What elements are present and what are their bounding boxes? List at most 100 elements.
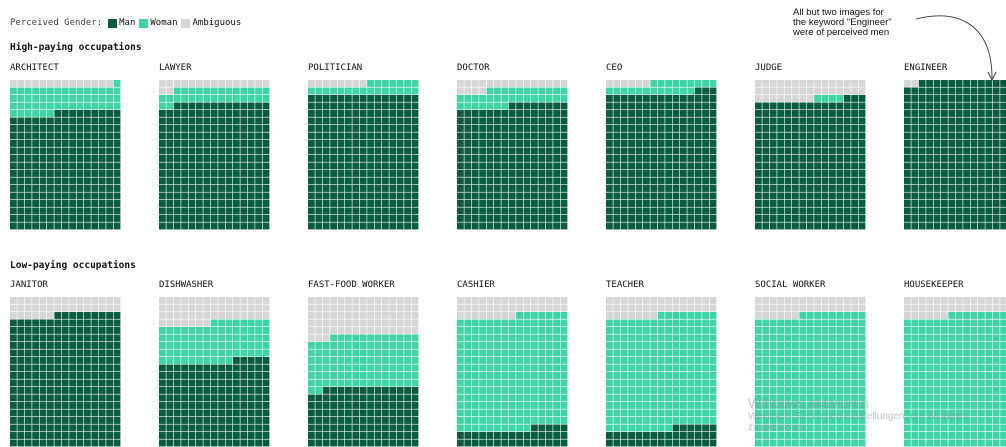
- waffle-cell-woman: [203, 334, 211, 342]
- waffle-cell-woman: [620, 87, 628, 95]
- waffle-cell-man: [471, 110, 479, 117]
- waffle-cell-ambiguous: [308, 319, 315, 327]
- waffle-cell-woman: [76, 95, 84, 102]
- waffle-cell-man: [955, 87, 963, 95]
- waffle-cell-woman: [851, 327, 858, 334]
- waffle-cell-woman: [471, 387, 479, 394]
- waffle-cell-ambiguous: [904, 80, 911, 87]
- waffle-cell-man: [17, 357, 25, 364]
- waffle-cell-woman: [992, 439, 1000, 447]
- waffle-cell-ambiguous: [955, 304, 963, 312]
- waffle-cell-ambiguous: [389, 297, 397, 304]
- waffle-cell-woman: [799, 364, 807, 372]
- waffle-cell-man: [24, 379, 32, 387]
- waffle-cell-man: [69, 177, 76, 185]
- waffle-cell-man: [628, 207, 635, 215]
- waffle-cell-man: [471, 200, 479, 207]
- waffle-cell-man: [814, 222, 821, 230]
- waffle-cell-man: [657, 177, 665, 185]
- waffle-cell-woman: [553, 342, 560, 349]
- waffle-cell-man: [98, 387, 106, 394]
- waffle-cell-ambiguous: [926, 304, 933, 312]
- waffle-cell-man: [54, 432, 62, 439]
- waffle-cell-man: [382, 170, 389, 177]
- waffle-cell-woman: [308, 87, 315, 95]
- waffle-cell-man: [933, 132, 941, 140]
- waffle-cell-woman: [166, 349, 174, 357]
- waffle-cell-woman: [545, 357, 553, 364]
- waffle-cell-woman: [657, 349, 665, 357]
- waffle-cell-man: [501, 132, 509, 140]
- waffle-cell-man: [359, 155, 367, 162]
- waffle-cell-man: [560, 192, 568, 200]
- waffle-cell-woman: [159, 334, 166, 342]
- waffle-cell-man: [106, 349, 113, 357]
- waffle-cell-man: [606, 132, 613, 140]
- waffle-cell-woman: [643, 402, 650, 409]
- waffle-cell-man: [523, 132, 531, 140]
- waffle-cell-woman: [792, 349, 799, 357]
- waffle-cell-man: [61, 215, 69, 222]
- waffle-cell-ambiguous: [941, 312, 948, 319]
- waffle-cell-man: [843, 170, 851, 177]
- waffle-cell-man: [159, 177, 166, 185]
- waffle-cell-man: [47, 185, 54, 192]
- waffle-cell-woman: [47, 95, 54, 102]
- waffle-cell-man: [531, 110, 538, 117]
- waffle-cell-man: [337, 432, 345, 439]
- waffle-cell-man: [166, 439, 174, 447]
- waffle-cell-woman: [322, 342, 330, 349]
- waffle-cell-man: [814, 117, 821, 125]
- waffle-cell-man: [247, 140, 255, 147]
- waffle-cell-ambiguous: [61, 80, 69, 87]
- waffle-cell-woman: [858, 327, 866, 334]
- waffle-cell-man: [911, 140, 919, 147]
- waffle-cell-man: [374, 170, 382, 177]
- waffle-cell-ambiguous: [851, 80, 858, 87]
- waffle-cell-woman: [523, 387, 531, 394]
- waffle-cell-man: [84, 155, 91, 162]
- waffle-cell-woman: [777, 379, 784, 387]
- waffle-cell-woman: [985, 402, 993, 409]
- waffle-cell-man: [24, 140, 32, 147]
- waffle-cell-man: [39, 379, 47, 387]
- waffle-cell-woman: [352, 357, 360, 364]
- waffle-cell-woman: [948, 327, 956, 334]
- waffle-cell-woman: [933, 357, 941, 364]
- waffle-cell-woman: [76, 102, 84, 110]
- legend-swatch-ambiguous: [181, 18, 191, 28]
- waffle-cell-man: [806, 215, 814, 222]
- waffle-cell-woman: [694, 379, 702, 387]
- waffle-cell-man: [702, 125, 709, 132]
- waffle-cell-man: [799, 207, 807, 215]
- waffle-cell-man: [159, 162, 166, 170]
- waffle-cell-man: [225, 185, 233, 192]
- waffle-cell-man: [806, 207, 814, 215]
- waffle-cell-man: [851, 170, 858, 177]
- waffle-cell-man: [978, 87, 985, 95]
- waffle-cell-woman: [247, 342, 255, 349]
- waffle-cell-man: [501, 117, 509, 125]
- waffle-cell-man: [225, 439, 233, 447]
- waffle-cell-man: [814, 200, 821, 207]
- waffle-cell-woman: [948, 432, 956, 439]
- waffle-cell-man: [560, 155, 568, 162]
- waffle-cell-man: [76, 402, 84, 409]
- waffle-cell-woman: [755, 402, 762, 409]
- waffle-cell-man: [643, 110, 650, 117]
- waffle-cell-woman: [225, 357, 233, 364]
- waffle-cell-woman: [471, 379, 479, 387]
- waffle-cell-man: [792, 200, 799, 207]
- waffle-cell-ambiguous: [24, 304, 32, 312]
- waffle-cell-man: [61, 432, 69, 439]
- waffle-cell-man: [560, 207, 568, 215]
- waffle-cell-man: [210, 417, 218, 424]
- waffle-cell-man: [255, 357, 262, 364]
- waffle-cell-man: [225, 192, 233, 200]
- waffle-cell-woman: [196, 95, 203, 102]
- waffle-cell-woman: [643, 387, 650, 394]
- waffle-cell-man: [382, 147, 389, 155]
- waffle-cell-woman: [523, 379, 531, 387]
- waffle-cell-man: [471, 147, 479, 155]
- waffle-cell-man: [948, 215, 956, 222]
